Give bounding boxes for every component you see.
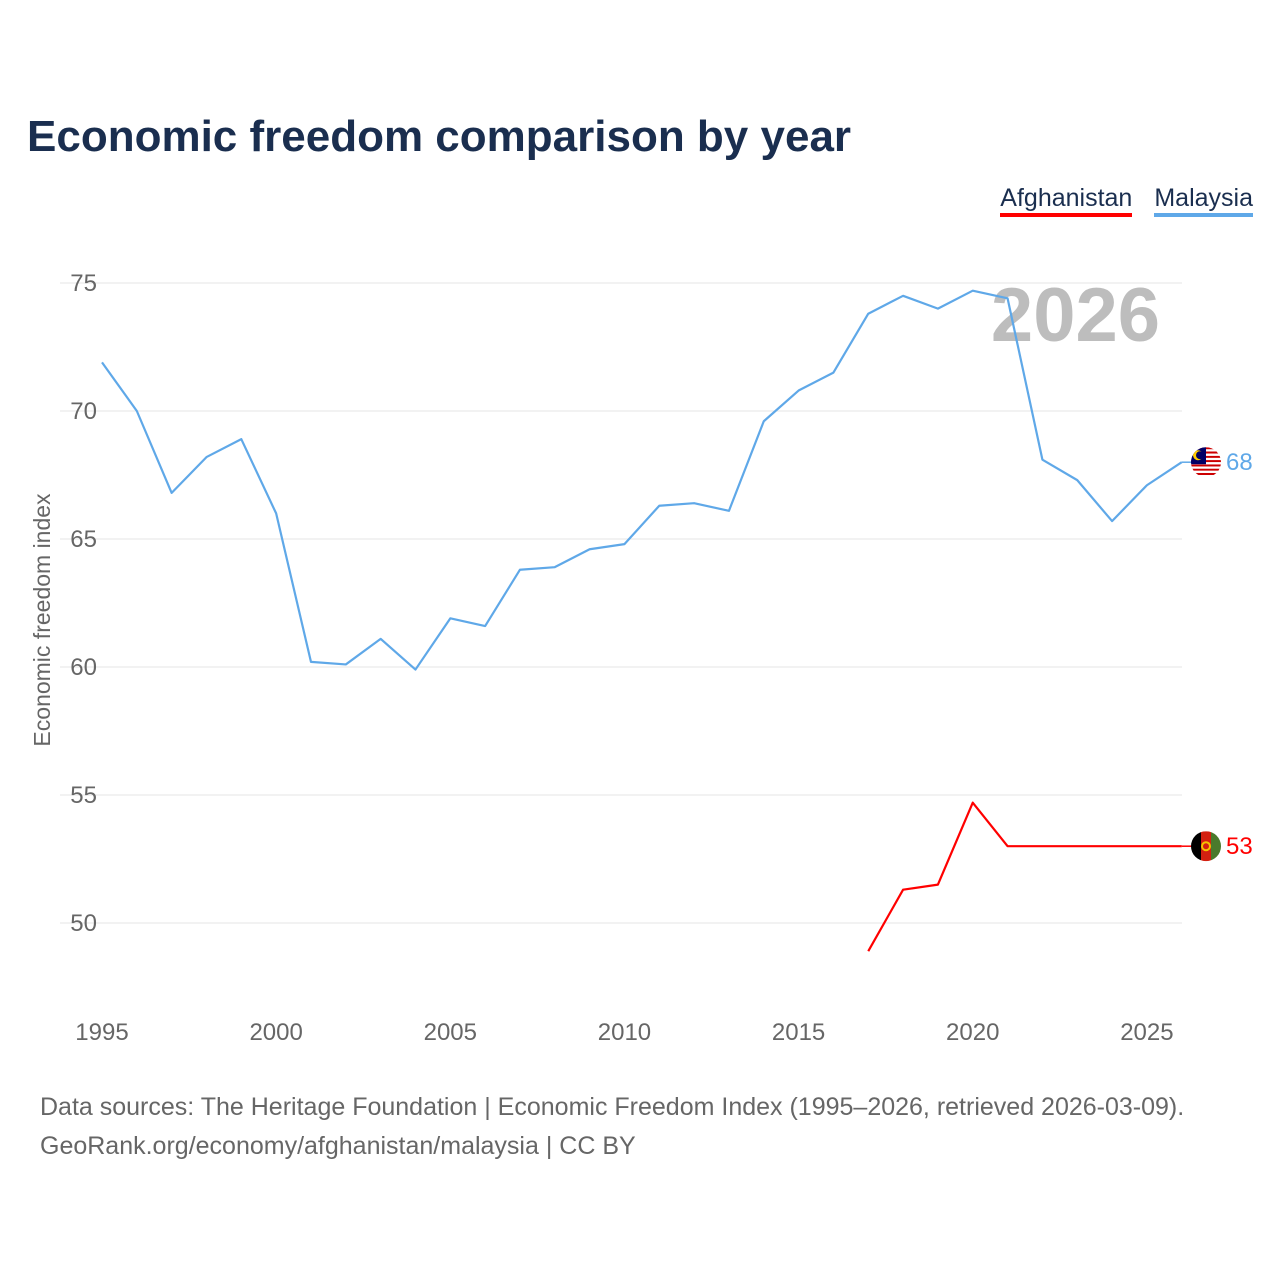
flag-stripe [1191,464,1221,467]
malaysia-flag-icon [1191,447,1221,478]
legend-malaysia[interactable]: Malaysia [1154,184,1253,217]
flag-body [1191,831,1221,862]
legend: Afghanistan Malaysia [1000,184,1253,217]
flag-band [1201,831,1211,862]
x-tick-label: 2010 [598,1019,651,1046]
flag-stripe [1191,470,1221,473]
year-watermark: 2026 [991,273,1160,358]
x-tick-label: 1995 [75,1019,128,1046]
afghanistan-flag-icon [1191,831,1221,862]
x-tick-label: 2025 [1120,1019,1173,1046]
chart-title: Economic freedom comparison by year [27,112,852,161]
flag-band [1211,831,1221,862]
y-tick-label: 65 [70,526,97,553]
source-note: Data sources: The Heritage Foundation | … [40,1088,1184,1166]
flag-stripe [1191,466,1221,469]
crescent-cut [1196,451,1204,460]
y-axis-label: Economic freedom index [29,493,55,747]
y-tick-label: 50 [70,910,97,937]
x-tick-label: 2000 [249,1019,302,1046]
source-line-2[interactable]: GeoRank.org/economy/afghanistan/malaysia… [40,1132,636,1160]
series-line-malaysia [101,289,1183,671]
flag-band [1191,831,1201,862]
y-tick-label: 55 [70,782,97,809]
source-line-1: Data sources: The Heritage Foundation | … [40,1093,1185,1121]
x-tick-label: 2005 [424,1019,477,1046]
flag-stripe [1191,475,1221,478]
y-tick-label: 75 [70,270,97,297]
flag-stripe [1191,472,1221,476]
y-tick-label: 60 [70,654,97,681]
series-line-afghanistan [867,801,1182,952]
x-tick-label: 2015 [772,1019,825,1046]
x-tick-label: 2020 [946,1019,999,1046]
end-label-malaysia: 68 [1226,449,1253,476]
flag-stripe [1191,468,1221,471]
emblem [1201,841,1211,852]
legend-afghanistan[interactable]: Afghanistan [1000,184,1133,217]
y-tick-label: 70 [70,398,97,425]
end-label-afghanistan: 53 [1226,833,1253,860]
flag-body [1191,447,1221,478]
